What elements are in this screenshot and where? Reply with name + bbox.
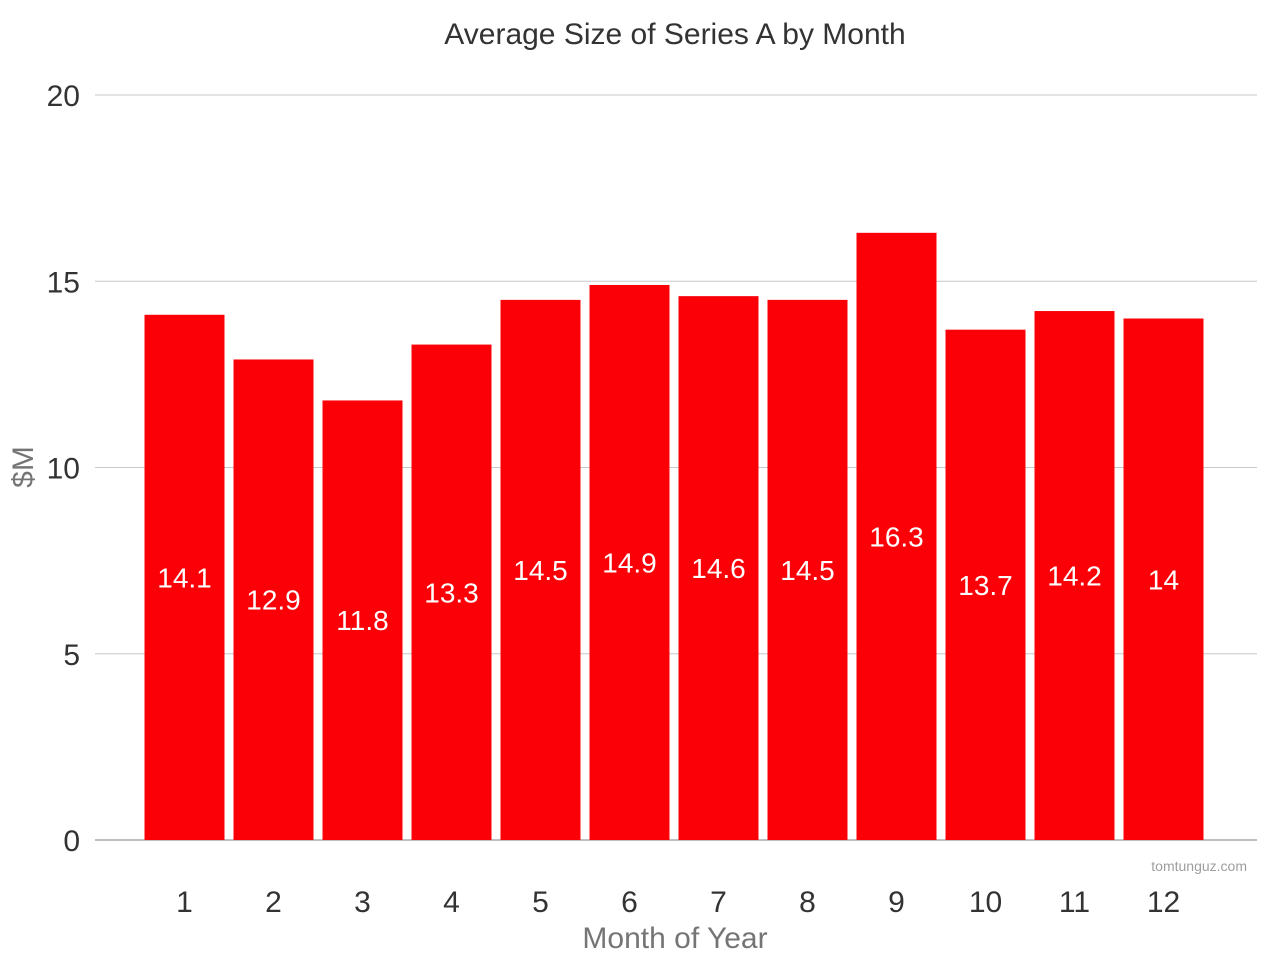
data-label: 14 (1148, 564, 1179, 595)
x-tick-label: 11 (1059, 886, 1090, 919)
data-label: 11.8 (336, 605, 388, 636)
y-tick-label: 15 (47, 266, 80, 299)
y-tick-label: 5 (63, 639, 80, 672)
bar (144, 314, 225, 840)
bars (144, 232, 1204, 841)
x-tick-label: 12 (1147, 886, 1180, 919)
bar (1123, 318, 1204, 840)
x-axis-label: Month of Year (582, 922, 767, 955)
bar (856, 232, 937, 840)
watermark: tomtunguz.com (1151, 858, 1247, 874)
y-axis-label: $M (7, 446, 40, 488)
data-label: 16.3 (869, 521, 924, 552)
bar (945, 329, 1026, 840)
data-label: 12.9 (246, 585, 301, 616)
y-axis-ticks: 0 5 10 15 20 (47, 80, 80, 858)
x-tick-label: 9 (888, 886, 905, 919)
x-tick-label: 3 (354, 886, 371, 919)
x-tick-label: 10 (969, 886, 1002, 919)
bar (233, 359, 314, 840)
data-labels: 14.1 12.9 11.8 13.3 14.5 14.9 14.6 14.5 16.3 13.7… (157, 521, 1179, 636)
bar (767, 299, 848, 840)
bar (678, 296, 759, 840)
data-label: 13.3 (424, 577, 479, 608)
bar (500, 299, 581, 840)
data-label: 14.2 (1047, 561, 1102, 592)
data-label: 14.6 (691, 553, 746, 584)
bar (1034, 311, 1115, 840)
chart-title: Average Size of Series A by Month (444, 18, 905, 51)
x-tick-label: 2 (265, 886, 282, 919)
x-tick-label: 7 (710, 886, 727, 919)
y-tick-label: 10 (47, 453, 80, 486)
data-label: 14.9 (602, 547, 657, 578)
data-label: 13.7 (958, 570, 1013, 601)
y-tick-label: 0 (63, 825, 80, 858)
data-label: 14.1 (157, 562, 212, 593)
x-tick-label: 8 (799, 886, 816, 919)
x-tick-label: 6 (621, 886, 638, 919)
x-tick-label: 1 (176, 886, 193, 919)
x-axis-ticks: 1 2 3 4 5 6 7 8 9 10 11 12 (176, 886, 1180, 919)
y-tick-label: 20 (47, 80, 80, 113)
x-tick-label: 5 (532, 886, 549, 919)
data-label: 14.5 (513, 555, 568, 586)
bar (411, 344, 492, 840)
bar (589, 284, 670, 841)
x-tick-label: 4 (443, 886, 460, 919)
data-label: 14.5 (780, 555, 835, 586)
bar (322, 400, 403, 840)
